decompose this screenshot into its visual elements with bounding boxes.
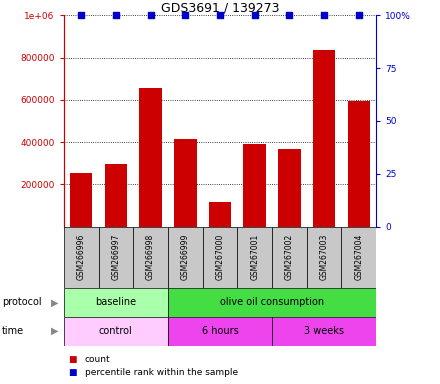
Bar [272,227,307,288]
Text: GSM266996: GSM266996 [77,234,86,280]
Text: percentile rank within the sample: percentile rank within the sample [85,368,238,377]
Bar [168,227,203,288]
Bar [168,317,272,346]
Bar [313,50,335,227]
Point [112,12,119,18]
Text: control: control [99,326,133,336]
Text: baseline: baseline [95,297,136,308]
Bar [243,144,266,227]
Bar [307,227,341,288]
Point [182,12,189,18]
Bar [278,149,301,227]
Text: ▶: ▶ [51,297,59,308]
Text: GSM267004: GSM267004 [354,234,363,280]
Point [251,12,258,18]
Point [286,12,293,18]
Text: GSM267000: GSM267000 [216,234,224,280]
Text: time: time [2,326,24,336]
Text: GSM267003: GSM267003 [319,234,329,280]
Bar [348,101,370,227]
Bar [64,288,168,317]
Bar [64,227,99,288]
Text: GSM266998: GSM266998 [146,234,155,280]
Bar [209,202,231,227]
Text: olive oil consumption: olive oil consumption [220,297,324,308]
Bar [341,227,376,288]
Bar [133,227,168,288]
Text: 3 weeks: 3 weeks [304,326,344,336]
Text: GSM267001: GSM267001 [250,234,259,280]
Title: GDS3691 / 139273: GDS3691 / 139273 [161,1,279,14]
Text: protocol: protocol [2,297,42,308]
Point [216,12,224,18]
Bar [237,227,272,288]
Bar [272,317,376,346]
Text: GSM266997: GSM266997 [111,234,121,280]
Bar [168,288,376,317]
Text: 6 hours: 6 hours [202,326,238,336]
Text: ■: ■ [68,368,77,377]
Point [77,12,84,18]
Point [147,12,154,18]
Bar [174,139,197,227]
Text: ■: ■ [68,354,77,364]
Bar [139,88,162,227]
Bar [64,317,168,346]
Point [321,12,328,18]
Bar [70,173,92,227]
Text: ▶: ▶ [51,326,59,336]
Text: GSM266999: GSM266999 [181,234,190,280]
Point [356,12,363,18]
Bar [203,227,237,288]
Text: GSM267002: GSM267002 [285,234,294,280]
Text: count: count [85,354,110,364]
Bar [99,227,133,288]
Bar [105,164,127,227]
